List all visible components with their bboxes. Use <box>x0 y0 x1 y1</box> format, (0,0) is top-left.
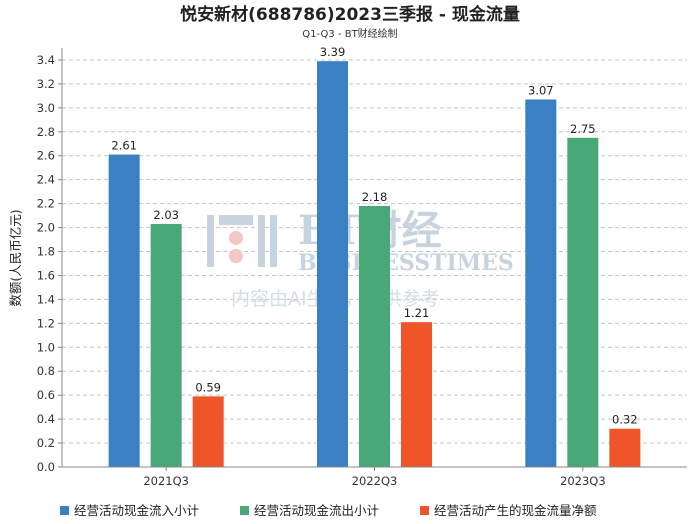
data-label: 3.39 <box>320 45 346 59</box>
y-tick-label: 1.4 <box>37 292 55 306</box>
legend-swatch <box>240 506 249 515</box>
legend: 经营活动现金流入小计 经营活动现金流出小计 经营活动产生的现金流量净额 <box>60 503 597 518</box>
legend-swatch <box>420 506 429 515</box>
bar <box>192 396 224 467</box>
data-labels: 2.61 2.03 0.59 3.39 2.18 1.21 3.07 2.75 0.32 <box>111 45 637 427</box>
legend-item: 经营活动产生的现金流量净额 <box>420 503 597 518</box>
bar-series <box>108 61 641 468</box>
y-tick-label: 2.6 <box>37 149 55 163</box>
y-tick-label: 3.0 <box>37 101 55 115</box>
x-tick-label: 2022Q3 <box>352 474 398 488</box>
x-tick-label: 2021Q3 <box>143 474 189 488</box>
bar <box>609 428 641 467</box>
x-tick-label: 2023Q3 <box>560 474 606 488</box>
legend-item: 经营活动现金流入小计 <box>60 503 199 518</box>
legend-swatch <box>60 506 69 515</box>
bar <box>359 206 390 467</box>
bar <box>150 223 182 467</box>
data-label: 2.75 <box>570 122 596 136</box>
y-tick-label: 1.2 <box>37 316 55 330</box>
legend-label: 经营活动现金流出小计 <box>254 503 379 518</box>
data-label: 2.18 <box>362 190 388 204</box>
legend-item: 经营活动现金流出小计 <box>240 503 379 518</box>
data-label: 2.61 <box>111 139 137 153</box>
y-tick-label: 1.6 <box>37 268 55 282</box>
data-label: 0.59 <box>195 380 221 394</box>
bar <box>567 137 599 468</box>
y-tick-label: 1.8 <box>37 245 55 259</box>
bar <box>525 99 557 467</box>
chart-title: 悦安新材(688786)2023三季报 - 现金流量 <box>180 4 520 25</box>
y-tick-label: 0.0 <box>37 460 55 474</box>
data-label: 2.03 <box>153 208 179 222</box>
y-tick-label: 2.2 <box>37 197 55 211</box>
y-axis-ticks: 0.0 0.2 0.4 0.6 0.8 1.0 1.2 1.4 1.6 1.8 2.0 2.2 2.4 2… <box>37 53 62 474</box>
x-axis-ticks: 2021Q3 2022Q3 2023Q3 <box>143 467 606 488</box>
y-tick-label: 0.6 <box>37 388 55 402</box>
bar <box>317 61 348 467</box>
legend-label: 经营活动产生的现金流量净额 <box>434 503 597 518</box>
y-tick-label: 3.2 <box>37 77 55 91</box>
chart-subtitle: Q1-Q3 - BT财经绘制 <box>302 27 397 40</box>
y-tick-label: 2.0 <box>37 221 55 235</box>
y-tick-label: 2.8 <box>37 125 55 139</box>
y-tick-label: 0.2 <box>37 436 55 450</box>
y-tick-label: 2.4 <box>37 173 55 187</box>
watermark-logo-icon <box>207 215 277 267</box>
y-tick-label: 3.4 <box>37 53 55 67</box>
bar <box>108 154 140 467</box>
y-tick-label: 0.8 <box>37 364 55 378</box>
y-tick-label: 0.4 <box>37 412 55 426</box>
data-label: 3.07 <box>528 83 554 97</box>
legend-label: 经营活动现金流入小计 <box>74 503 199 518</box>
data-label: 0.32 <box>612 413 638 427</box>
y-axis-label: 数额(人民币亿元) <box>8 209 23 306</box>
bar <box>401 322 432 467</box>
y-tick-label: 1.0 <box>37 340 55 354</box>
data-label: 1.21 <box>404 306 430 320</box>
